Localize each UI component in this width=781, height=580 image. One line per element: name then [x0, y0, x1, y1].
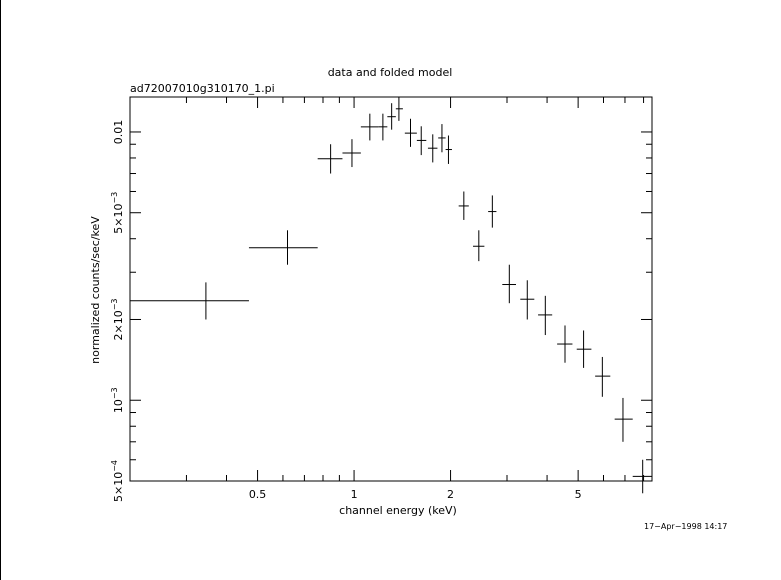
- data-point: [614, 397, 633, 442]
- data-point: [248, 230, 318, 265]
- y-axis-ticks: 5×10−4 10−3 2×10−3 5×10−3 0.01: [110, 120, 652, 502]
- data-point: [473, 230, 485, 262]
- data-point: [557, 325, 573, 363]
- x-tick-label: 5: [575, 488, 582, 501]
- data-point: [445, 135, 452, 164]
- data-point: [130, 282, 249, 320]
- data-point: [395, 97, 403, 121]
- data-point: [458, 191, 469, 220]
- x-axis-label: channel energy (keV): [339, 504, 457, 517]
- data-point: [576, 330, 592, 368]
- x-tick-label: 0.5: [249, 488, 267, 501]
- data-point: [416, 126, 427, 156]
- data-point: [538, 295, 553, 336]
- y-tick-label: 2×10−3: [110, 298, 125, 340]
- y-tick-label: 5×10−3: [110, 192, 125, 234]
- y-tick-label: 5×10−4: [110, 460, 125, 502]
- data-point: [342, 139, 361, 168]
- data-point: [488, 195, 497, 228]
- data-point: [632, 459, 652, 494]
- data-point: [520, 280, 535, 320]
- data-point: [317, 144, 343, 174]
- data-points: [130, 97, 652, 494]
- data-point: [427, 134, 438, 163]
- y-tick-label: 10−3: [110, 387, 125, 413]
- data-point: [360, 113, 379, 141]
- y-tick-label: 0.01: [112, 120, 125, 145]
- data-point: [438, 124, 446, 153]
- chart-subtitle: ad72007010g310170_1.pi: [130, 82, 275, 95]
- plot-frame: [129, 96, 653, 482]
- footer-timestamp: 17−Apr−1998 14:17: [644, 522, 727, 531]
- x-tick-label: 2: [447, 488, 454, 501]
- x-axis-ticks: 0.5 1 2 5: [129, 97, 645, 501]
- chart-title: data and folded model: [328, 66, 453, 79]
- data-point: [595, 356, 611, 397]
- data-point: [378, 113, 388, 141]
- y-axis-label: normalized counts/sec/keV: [89, 216, 102, 364]
- window-edge: [0, 0, 1, 580]
- data-point: [387, 103, 396, 130]
- x-tick-label: 1: [351, 488, 358, 501]
- data-point: [404, 118, 417, 147]
- data-point: [502, 264, 516, 304]
